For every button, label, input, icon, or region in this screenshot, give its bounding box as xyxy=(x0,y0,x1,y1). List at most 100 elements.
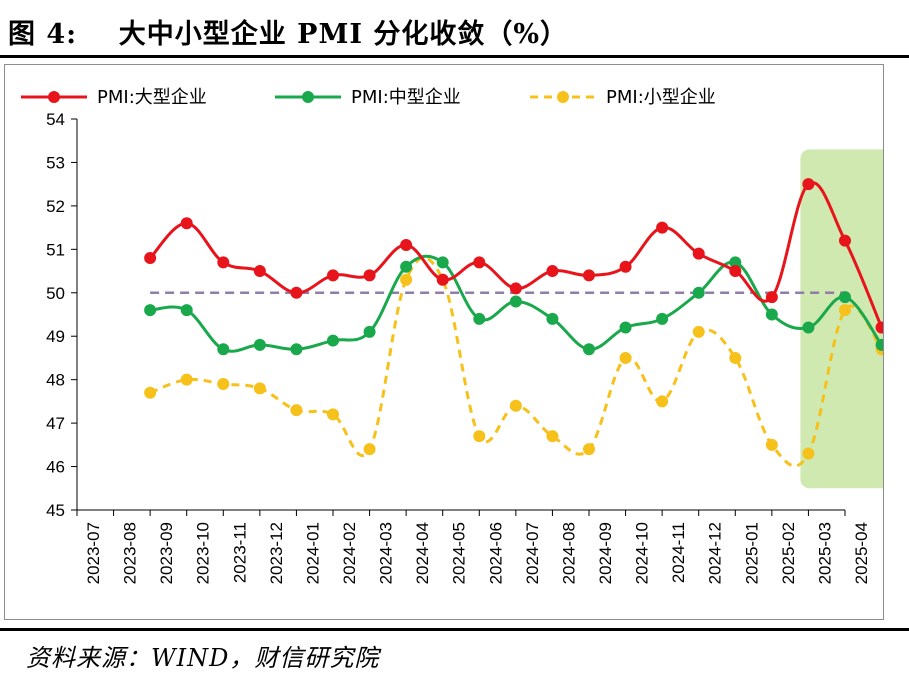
point-medium-2024-04 xyxy=(436,256,449,269)
legend-marker-large xyxy=(48,91,60,103)
x-tick-label-2024-07: 2024-07 xyxy=(523,522,542,584)
x-tick-label-2023-09: 2023-09 xyxy=(157,522,176,584)
point-small-2024-07 xyxy=(546,430,559,443)
point-small-2024-11 xyxy=(692,325,705,338)
y-tick-label-54: 54 xyxy=(46,110,65,129)
x-tick-label-2023-11: 2023-11 xyxy=(230,522,249,583)
source-note: 资料来源：WIND，财信研究院 xyxy=(26,644,380,672)
point-small-2023-08 xyxy=(144,386,157,399)
point-large-2023-10 xyxy=(217,256,230,269)
legend-label-small: PMI:小型企业 xyxy=(606,87,716,108)
x-tick-label-2025-02: 2025-02 xyxy=(779,522,798,584)
point-medium-2024-07 xyxy=(546,312,559,325)
y-tick-label-47: 47 xyxy=(46,414,65,433)
point-medium-2023-09 xyxy=(180,304,193,317)
point-medium-2025-02 xyxy=(802,321,815,334)
point-large-2024-12 xyxy=(729,265,742,278)
point-large-2024-03 xyxy=(400,238,413,251)
point-small-2025-01 xyxy=(765,438,778,451)
point-large-2024-10 xyxy=(656,221,669,234)
point-large-2023-11 xyxy=(253,265,266,278)
point-large-2023-08 xyxy=(144,252,157,265)
x-tick-label-2023-12: 2023-12 xyxy=(267,522,286,584)
point-large-2024-02 xyxy=(363,269,376,282)
point-large-2023-12 xyxy=(290,286,303,299)
x-tick-label-2024-11: 2024-11 xyxy=(669,522,688,583)
x-tick-label-2024-03: 2024-03 xyxy=(377,522,396,584)
legend-label-medium: PMI:中型企业 xyxy=(351,87,461,108)
y-tick-label-52: 52 xyxy=(46,197,65,216)
x-tick-label-2024-10: 2024-10 xyxy=(633,522,652,584)
chart-frame: 45 46 47 48 49 50 51 52 53 54 2023-07 2023-08 2023-0… xyxy=(4,64,884,620)
x-tick-label-2024-08: 2024-08 xyxy=(559,522,578,584)
point-medium-2024-01 xyxy=(327,334,339,347)
point-small-2024-02 xyxy=(363,443,376,456)
y-tick-label-48: 48 xyxy=(46,371,65,390)
point-small-2025-03 xyxy=(839,304,851,317)
point-medium-2024-09 xyxy=(619,321,632,334)
point-large-2024-07 xyxy=(546,265,559,278)
point-medium-2023-12 xyxy=(290,343,303,356)
x-tick-label-2024-06: 2024-06 xyxy=(486,522,505,584)
point-medium-2024-03 xyxy=(400,260,413,273)
point-small-2023-11 xyxy=(253,382,266,395)
point-medium-2023-08 xyxy=(144,304,157,317)
point-large-2025-04 xyxy=(875,321,883,334)
point-medium-2025-01 xyxy=(765,308,778,321)
point-large-2024-09 xyxy=(619,260,632,273)
legend-label-large: PMI:大型企业 xyxy=(97,87,207,108)
point-large-2024-06 xyxy=(509,282,522,295)
x-tick-label-2025-03: 2025-03 xyxy=(815,522,834,584)
x-tick-label-2025-04: 2025-04 xyxy=(852,522,871,584)
point-medium-2025-04 xyxy=(875,338,883,351)
x-tick-label-2024-02: 2024-02 xyxy=(340,522,359,584)
point-large-2024-05 xyxy=(473,256,486,269)
bottom-rule xyxy=(0,628,909,631)
x-tick-label-2024-01: 2024-01 xyxy=(303,522,322,584)
point-large-2023-09 xyxy=(180,217,193,230)
point-medium-2024-11 xyxy=(692,286,705,299)
x-tick-label-2023-07: 2023-07 xyxy=(84,522,103,584)
point-medium-2023-11 xyxy=(253,338,266,351)
legend-marker-medium xyxy=(302,91,314,103)
point-small-2024-10 xyxy=(656,395,669,408)
top-rule xyxy=(0,55,909,58)
point-medium-2024-02 xyxy=(363,325,376,338)
point-medium-2024-05 xyxy=(473,312,486,325)
point-large-2025-02 xyxy=(802,178,815,191)
point-large-2024-08 xyxy=(583,269,595,282)
point-large-2024-11 xyxy=(692,247,705,260)
x-tick-label-2024-09: 2024-09 xyxy=(596,522,615,584)
y-tick-label-50: 50 xyxy=(46,284,65,303)
x-tick-label-2024-04: 2024-04 xyxy=(413,522,432,584)
point-large-2024-04 xyxy=(436,273,449,286)
point-large-2025-01 xyxy=(765,291,778,304)
x-tick-label-2024-05: 2024-05 xyxy=(450,522,469,584)
point-small-2023-10 xyxy=(217,378,230,391)
point-large-2025-03 xyxy=(839,234,851,247)
point-small-2024-09 xyxy=(619,351,632,364)
point-large-2024-01 xyxy=(327,269,339,282)
point-small-2024-08 xyxy=(583,443,595,456)
point-medium-2024-10 xyxy=(656,312,669,325)
y-tick-label-45: 45 xyxy=(46,501,65,520)
point-medium-2023-10 xyxy=(217,343,230,356)
y-tick-label-53: 53 xyxy=(46,153,65,172)
point-small-2024-12 xyxy=(729,351,742,364)
legend-marker-small xyxy=(557,91,569,103)
figure-title: 图 4: 大中小型企业 PMI 分化收敛（%） xyxy=(8,19,569,50)
point-medium-2024-08 xyxy=(583,343,595,356)
point-small-2023-09 xyxy=(180,373,193,386)
y-tick-label-49: 49 xyxy=(46,327,65,346)
point-small-2024-06 xyxy=(509,399,522,412)
point-small-2024-05 xyxy=(473,430,486,443)
point-small-2024-01 xyxy=(327,408,339,421)
x-tick-label-2023-08: 2023-08 xyxy=(121,522,140,584)
x-tick-label-2025-01: 2025-01 xyxy=(742,522,761,584)
pmi-line-chart: 45 46 47 48 49 50 51 52 53 54 2023-07 2023-08 2023-0… xyxy=(21,87,883,584)
y-tick-label-46: 46 xyxy=(46,458,65,477)
x-tick-label-2024-12: 2024-12 xyxy=(706,522,725,584)
x-tick-label-2023-10: 2023-10 xyxy=(194,522,213,584)
point-small-2023-12 xyxy=(290,404,303,417)
series-line-large xyxy=(149,181,883,329)
